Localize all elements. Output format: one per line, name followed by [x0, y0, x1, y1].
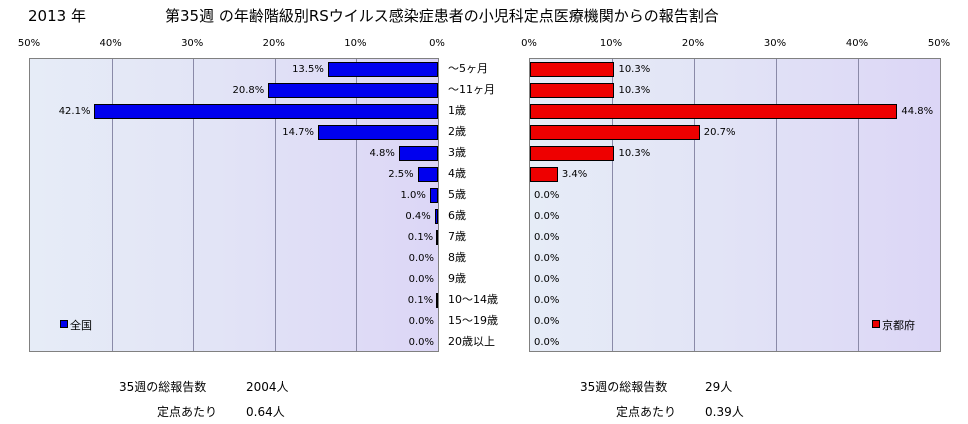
- national-value-label: 42.1%: [58, 106, 91, 117]
- national-value-label: 0.0%: [408, 274, 434, 285]
- kyoto-value-label: 0.0%: [534, 232, 560, 243]
- kyoto-plot-area: 10.3% 10.3% 44.8% 20.7% 10.3% 3.4% 0.0% 0.0% 0.0…: [529, 58, 941, 352]
- right-x-tick-label: 0%: [521, 38, 537, 49]
- category-label: 20歳以上: [448, 335, 495, 348]
- category-label: 1歳: [448, 104, 466, 117]
- kyoto-value-label: 20.7%: [703, 127, 736, 138]
- national-per-site-value: 0.64人: [246, 405, 285, 419]
- national-legend: 全国: [60, 319, 92, 332]
- national-bar: [318, 125, 438, 140]
- kyoto-value-label: 0.0%: [534, 295, 560, 306]
- kyoto-reports-value: 29人: [705, 380, 733, 394]
- kyoto-bar: [530, 167, 558, 182]
- national-bar: [327, 62, 438, 77]
- left-x-tick-label: 50%: [17, 38, 41, 49]
- right-gridline: [694, 59, 695, 351]
- left-x-tick-label: 0%: [429, 38, 445, 49]
- kyoto-legend-label: 京都府: [882, 319, 915, 332]
- national-value-label: 0.1%: [407, 232, 434, 243]
- left-gridline: [356, 59, 358, 351]
- left-gridline: [274, 59, 276, 351]
- right-x-tick-label: 50%: [927, 38, 951, 49]
- right-gridline: [858, 59, 859, 351]
- national-value-label: 0.0%: [408, 337, 434, 348]
- category-label: 5歳: [448, 188, 466, 201]
- kyoto-value-label: 10.3%: [618, 85, 651, 96]
- national-bar: [398, 146, 438, 161]
- national-value-label: 20.8%: [232, 85, 265, 96]
- kyoto-bar: [530, 125, 700, 140]
- kyoto-reports-label: 35週の総報告数: [580, 380, 668, 394]
- left-x-tick-label: 10%: [344, 38, 367, 49]
- national-bar: [94, 104, 438, 119]
- national-plot-area: 13.5% 20.8% 42.1% 14.7% 4.8% 2.5% 1.0% 0.4% 0.1%…: [29, 58, 439, 352]
- kyoto-value-label: 44.8%: [901, 106, 934, 117]
- category-label: 7歳: [448, 230, 466, 243]
- kyoto-value-label: 0.0%: [534, 274, 560, 285]
- kyoto-per-site-value: 0.39人: [705, 405, 744, 419]
- left-gridline: [193, 59, 195, 351]
- category-label: 6歳: [448, 209, 466, 222]
- category-label: 8歳: [448, 251, 466, 264]
- right-x-tick-label: 20%: [681, 38, 705, 49]
- left-x-tick-label: 30%: [181, 38, 204, 49]
- category-label: 10～14歳: [448, 293, 498, 306]
- kyoto-value-label: 0.0%: [534, 253, 560, 264]
- national-bar: [417, 167, 438, 182]
- national-value-label: 0.1%: [407, 295, 434, 306]
- kyoto-value-label: 10.3%: [618, 64, 651, 75]
- national-bar: [429, 188, 438, 203]
- national-legend-swatch: [60, 320, 68, 328]
- national-value-label: 13.5%: [292, 64, 324, 75]
- kyoto-value-label: 3.4%: [561, 169, 588, 180]
- kyoto-value-label: 0.0%: [534, 337, 560, 348]
- kyoto-bar: [530, 62, 615, 77]
- national-bar: [436, 293, 438, 308]
- national-bar: [268, 83, 438, 98]
- category-label: 9歳: [448, 272, 466, 285]
- national-reports-label: 35週の総報告数: [119, 380, 207, 394]
- category-label: 15～19歳: [448, 314, 498, 327]
- kyoto-bar: [530, 83, 615, 98]
- national-legend-label: 全国: [70, 319, 92, 332]
- kyoto-value-label: 0.0%: [534, 190, 560, 201]
- year-label: 2013 年: [28, 7, 86, 25]
- kyoto-bar: [530, 104, 898, 119]
- category-label: ～11ヶ月: [448, 83, 495, 96]
- right-gridline: [612, 59, 613, 351]
- right-gridline: [776, 59, 777, 351]
- national-bar: [436, 230, 438, 245]
- right-x-tick-label: 10%: [599, 38, 623, 49]
- national-value-label: 1.0%: [400, 190, 426, 201]
- national-value-label: 0.4%: [405, 211, 431, 222]
- left-x-tick-label: 40%: [99, 38, 122, 49]
- category-label: 2歳: [448, 125, 466, 138]
- national-value-label: 0.0%: [408, 316, 434, 327]
- national-per-site-label: 定点あたり: [157, 405, 218, 419]
- kyoto-value-label: 10.3%: [618, 148, 651, 159]
- national-value-label: 14.7%: [282, 127, 315, 138]
- category-label: ～5ヶ月: [448, 62, 488, 75]
- right-x-tick-label: 30%: [763, 38, 787, 49]
- national-value-label: 4.8%: [369, 148, 395, 159]
- national-reports-value: 2004人: [246, 380, 289, 394]
- chart-title: 第35週 の年齢階級別RSウイルス感染症患者の小児科定点医療機関からの報告割合: [165, 7, 719, 25]
- national-value-label: 2.5%: [388, 169, 414, 180]
- left-gridline: [111, 59, 113, 351]
- category-label: 4歳: [448, 167, 466, 180]
- kyoto-value-label: 0.0%: [534, 316, 560, 327]
- kyoto-per-site-label: 定点あたり: [616, 405, 677, 419]
- kyoto-legend-swatch: [872, 320, 880, 328]
- kyoto-value-label: 0.0%: [534, 211, 560, 222]
- national-bar: [434, 209, 438, 224]
- left-x-tick-label: 20%: [262, 38, 285, 49]
- kyoto-legend: 京都府: [872, 319, 915, 332]
- kyoto-bar: [530, 146, 615, 161]
- right-x-tick-label: 40%: [845, 38, 869, 49]
- category-label: 3歳: [448, 146, 466, 159]
- national-value-label: 0.0%: [408, 253, 434, 264]
